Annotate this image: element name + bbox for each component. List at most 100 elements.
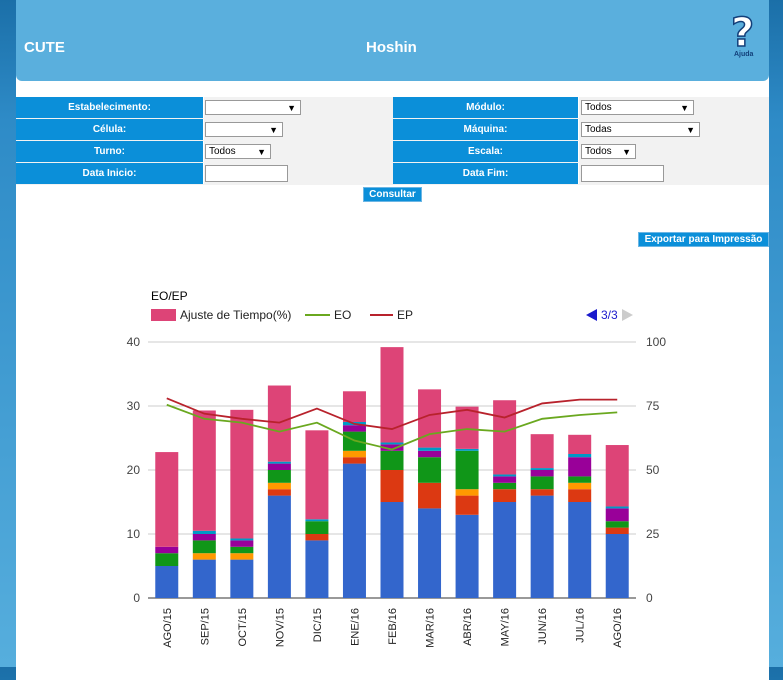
data-inicio-input[interactable] bbox=[205, 165, 288, 182]
dropdown-arrow-icon: ▼ bbox=[622, 147, 631, 157]
x-tick-label: JUN/16 bbox=[537, 608, 549, 645]
celula-label: Célula: bbox=[16, 119, 204, 140]
bar-segment bbox=[305, 521, 329, 534]
bar-segment bbox=[455, 514, 479, 598]
bar-segment bbox=[380, 444, 404, 451]
bar-segment bbox=[305, 540, 329, 598]
exportar-button[interactable]: Exportar para Impressão bbox=[638, 232, 769, 247]
bar-segment bbox=[342, 463, 366, 598]
bar-segment bbox=[230, 409, 254, 539]
data-fim-input[interactable] bbox=[581, 165, 664, 182]
x-tick-label: AGO/16 bbox=[612, 608, 624, 648]
bar-segment bbox=[530, 476, 554, 490]
bar-segment bbox=[192, 559, 216, 598]
filter-row: Estabelecimento: ▼ Módulo: Todos ▼ bbox=[16, 97, 769, 118]
bar-segment bbox=[530, 489, 554, 496]
maquina-select[interactable]: Todas ▼ bbox=[581, 122, 700, 137]
bar-segment bbox=[380, 450, 404, 470]
y2-tick-label: 100 bbox=[646, 335, 666, 349]
bar-segment bbox=[342, 457, 366, 464]
filter-row: Data Inicio: Data Fim: bbox=[16, 163, 769, 184]
legend-next-icon[interactable] bbox=[622, 309, 633, 321]
bar-segment bbox=[530, 468, 554, 470]
bar-segment bbox=[493, 476, 517, 483]
bar-segment bbox=[192, 553, 216, 560]
x-tick-label: MAY/16 bbox=[500, 608, 512, 646]
bar-segment bbox=[568, 476, 592, 483]
bar-segment bbox=[455, 448, 479, 451]
consultar-button[interactable]: Consultar bbox=[363, 187, 422, 202]
y-tick-label: 20 bbox=[127, 463, 141, 477]
dropdown-arrow-icon: ▼ bbox=[680, 103, 689, 113]
turno-select[interactable]: Todos ▼ bbox=[205, 144, 271, 159]
turno-label: Turno: bbox=[16, 141, 204, 162]
bar-segment bbox=[230, 540, 254, 547]
bar-segment bbox=[493, 474, 517, 477]
bar-segment bbox=[530, 470, 554, 477]
bar-segment bbox=[230, 538, 254, 541]
legend-label-ajuste: Ajuste de Tiempo(%) bbox=[180, 308, 291, 322]
bar-segment bbox=[418, 447, 442, 451]
y-tick-label: 30 bbox=[127, 399, 141, 413]
bar-segment bbox=[305, 519, 329, 522]
bar-segment bbox=[380, 502, 404, 598]
x-tick-label: MAR/16 bbox=[425, 608, 437, 648]
legend-prev-icon[interactable] bbox=[586, 309, 597, 321]
series-line-ep bbox=[166, 397, 618, 430]
maquina-label: Máquina: bbox=[393, 119, 579, 140]
bars bbox=[155, 347, 629, 598]
help-button[interactable]: ? Ajuda bbox=[729, 11, 763, 62]
dropdown-arrow-icon: ▼ bbox=[257, 147, 266, 157]
estabelecimento-select[interactable]: ▼ bbox=[205, 100, 301, 115]
bar-segment bbox=[342, 450, 366, 458]
bar-segment bbox=[605, 508, 629, 522]
filter-row: Célula: ▼ Máquina: Todas ▼ bbox=[16, 119, 769, 140]
bar-segment bbox=[305, 430, 329, 520]
bar-segment bbox=[568, 457, 592, 477]
celula-select[interactable]: ▼ bbox=[205, 122, 283, 137]
bar-segment bbox=[230, 553, 254, 560]
x-tick-label: FEB/16 bbox=[387, 608, 399, 645]
chart-title: EO/EP bbox=[151, 289, 188, 303]
bar-segment bbox=[418, 457, 442, 483]
bar-segment bbox=[493, 482, 517, 490]
bar-segment bbox=[267, 482, 291, 490]
data-inicio-label: Data Inicio: bbox=[16, 163, 204, 184]
bar-segment bbox=[192, 540, 216, 554]
bar-segment bbox=[380, 470, 404, 502]
bar-segment bbox=[493, 489, 517, 502]
estabelecimento-label: Estabelecimento: bbox=[16, 97, 204, 118]
x-tick-label: ABR/16 bbox=[462, 608, 474, 646]
x-tick-label: JUL/16 bbox=[575, 608, 587, 643]
bar-segment bbox=[305, 534, 329, 541]
bar-segment bbox=[568, 489, 592, 502]
legend-label-eo: EO bbox=[334, 308, 351, 322]
y2-tick-label: 50 bbox=[646, 463, 660, 477]
y2-tick-label: 75 bbox=[646, 399, 660, 413]
bar-segment bbox=[493, 502, 517, 598]
x-tick-label: NOV/15 bbox=[274, 608, 286, 647]
y2-tick-label: 25 bbox=[646, 527, 660, 541]
page-title: Hoshin bbox=[366, 39, 417, 56]
escala-select[interactable]: Todos ▼ bbox=[581, 144, 636, 159]
bar-segment bbox=[155, 553, 179, 566]
bar-segment bbox=[155, 546, 179, 554]
bar-segment bbox=[155, 452, 179, 547]
bar-segment bbox=[605, 527, 629, 534]
escala-label: Escala: bbox=[393, 141, 579, 162]
filter-form: Estabelecimento: ▼ Módulo: Todos ▼ Célula… bbox=[16, 97, 769, 185]
bar-segment bbox=[192, 530, 216, 534]
bar-segment bbox=[342, 425, 366, 432]
bar-segment bbox=[568, 502, 592, 598]
bar-segment bbox=[530, 434, 554, 469]
bar-segment bbox=[267, 495, 291, 598]
series-line-eo bbox=[166, 403, 618, 451]
y-tick-label: 10 bbox=[127, 527, 141, 541]
chart-legend: Ajuste de Tiempo(%) EO EP 3/3 bbox=[151, 308, 633, 322]
modulo-select[interactable]: Todos ▼ bbox=[581, 100, 694, 115]
legend-swatch-ajuste bbox=[151, 309, 176, 321]
bar-segment bbox=[342, 391, 366, 422]
bar-segment bbox=[230, 546, 254, 554]
x-tick-label: AGO/15 bbox=[162, 608, 174, 648]
